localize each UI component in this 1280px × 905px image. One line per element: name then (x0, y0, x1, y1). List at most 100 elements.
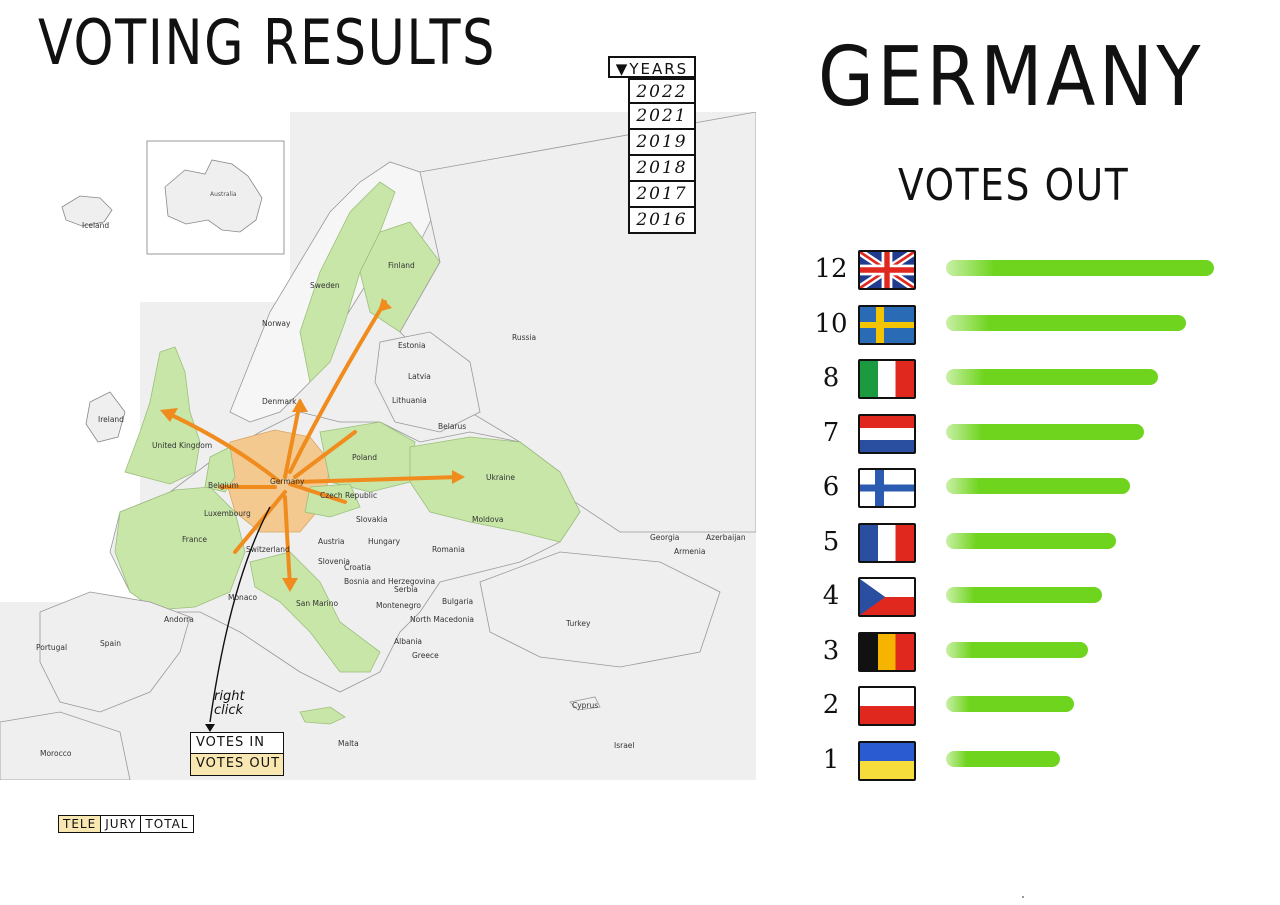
year-option[interactable]: 2022 (628, 78, 696, 104)
czech-republic-flag-icon (858, 577, 916, 617)
country-label-norway: Norway (262, 319, 291, 328)
total-button[interactable]: TOTAL (145, 817, 189, 831)
country-label-bulgaria: Bulgaria (442, 597, 473, 606)
country-label-albania: Albania (394, 637, 422, 646)
votes-context-menu[interactable]: VOTES IN VOTES OUT (190, 732, 284, 776)
country-label-montenegro: Montenegro (376, 601, 421, 610)
years-dropdown-toggle[interactable]: ▼YEARS (608, 56, 696, 78)
country-label-malta: Malta (338, 739, 359, 748)
country-label-andorra: Andorra (164, 615, 194, 624)
country-label-cyprus: Cyprus (572, 701, 598, 710)
vote-bar (946, 641, 1088, 658)
years-list: 2022 2021 2019 2018 2017 2016 (628, 78, 696, 234)
points-label: 10 (814, 308, 848, 339)
country-label-israel: Israel (614, 741, 635, 750)
votes-in-option[interactable]: VOTES IN (190, 732, 284, 754)
country-label-north-macedonia: North Macedonia (410, 615, 474, 624)
points-label: 1 (822, 744, 840, 775)
vote-bar (946, 696, 1074, 712)
stray-dot (1022, 896, 1024, 898)
points-label: 4 (822, 581, 840, 611)
arrow-heads (160, 298, 465, 592)
ranking-row[interactable]: 3 (808, 630, 1238, 676)
country-label-ukraine: Ukraine (486, 473, 515, 482)
country-label-portugal: Portugal (36, 643, 67, 652)
country-label-armenia: Armenia (674, 547, 705, 556)
france-flag-icon (858, 522, 916, 563)
vote-bar (946, 478, 1130, 494)
country-label-finland: Finland (388, 261, 415, 270)
netherlands-flag-icon (858, 413, 916, 454)
year-option[interactable]: 2018 (628, 156, 696, 182)
country-label-sweden: Sweden (310, 281, 340, 290)
vote-bar (946, 750, 1060, 767)
country-label-russia: Russia (512, 333, 536, 342)
points-label: 5 (822, 526, 840, 557)
country-label-slovakia: Slovakia (356, 515, 388, 524)
country-label-belgium: Belgium (208, 481, 239, 490)
ranking-row[interactable]: 10 (808, 303, 1238, 349)
ranking-row[interactable]: 1 (808, 739, 1238, 785)
ranking-row[interactable]: 4 (808, 575, 1238, 621)
vote-bar (946, 314, 1186, 331)
country-labels: Iceland Norway Sweden Finland Russia Estonia L… (36, 221, 746, 758)
country-label-san-marino: San Marino (296, 599, 338, 608)
ranking-row[interactable]: 6 (808, 466, 1238, 512)
years-dropdown[interactable]: ▼YEARS 2022 2021 2019 2018 2017 2016 (608, 56, 696, 234)
country-label-slovenia: Slovenia (318, 557, 350, 566)
year-option[interactable]: 2016 (628, 208, 696, 234)
country-title: GERMANY (818, 30, 1204, 125)
country-label-belarus: Belarus (438, 422, 466, 431)
country-label-estonia: Estonia (398, 341, 426, 350)
tele-button[interactable]: TELE (59, 816, 102, 832)
points-label: 2 (822, 690, 840, 720)
country-label-luxembourg: Luxembourg (204, 509, 251, 518)
belgium-flag-icon (858, 631, 916, 672)
country-label-azerbaijan: Azerbaijan (706, 533, 746, 542)
country-label-czech-republic: Czech Republic (320, 491, 377, 500)
country-label-georgia: Georgia (650, 533, 679, 542)
vote-arrows (163, 300, 462, 589)
country-label-denmark: Denmark (262, 397, 297, 406)
country-label-spain: Spain (100, 639, 121, 648)
votes-out-option[interactable]: VOTES OUT (190, 754, 284, 776)
country-label-lithuania: Lithuania (392, 396, 427, 405)
pointer-head (205, 724, 215, 732)
country-label-latvia: Latvia (408, 372, 431, 381)
vote-bar (946, 532, 1116, 549)
country-label-turkey: Turkey (565, 619, 591, 628)
year-option[interactable]: 2021 (628, 104, 696, 130)
points-label: 12 (814, 254, 848, 284)
country-label-morocco: Morocco (40, 749, 72, 758)
points-label: 3 (822, 635, 840, 666)
ranking-row[interactable]: 8 (808, 357, 1238, 403)
country-label-bosnia: Bosnia and Herzegovina (344, 577, 435, 586)
country-label-moldova: Moldova (472, 515, 504, 524)
country-label-romania: Romania (432, 545, 465, 554)
country-label-united-kingdom: United Kingdom (152, 441, 212, 450)
vote-type-toggle[interactable]: TELE JURY TOTAL (58, 815, 194, 833)
country-label-austria: Austria (318, 537, 345, 546)
ukraine-flag-icon (858, 740, 916, 781)
country-label-iceland: Iceland (82, 221, 109, 230)
finland-flag-icon (858, 468, 916, 508)
country-label-poland: Poland (352, 453, 377, 462)
year-option[interactable]: 2019 (628, 130, 696, 156)
pointer-line (209, 506, 271, 723)
right-click-hint: right click (214, 689, 245, 718)
ranking-row[interactable]: 12 (808, 248, 1238, 294)
points-label: 8 (822, 363, 840, 393)
vote-bar (946, 587, 1102, 603)
points-label: 6 (822, 472, 840, 502)
united-kingdom-flag-icon (858, 250, 916, 290)
year-option[interactable]: 2017 (628, 182, 696, 208)
country-label-greece: Greece (412, 651, 439, 660)
jury-button[interactable]: JURY (101, 816, 142, 832)
ranking-row[interactable]: 2 (808, 684, 1238, 730)
country-label-serbia: Serbia (394, 585, 418, 594)
poland-flag-icon (858, 686, 916, 726)
country-label-germany: Germany (270, 477, 305, 486)
country-label-france: France (182, 535, 207, 544)
ranking-row[interactable]: 7 (808, 412, 1238, 458)
ranking-row[interactable]: 5 (808, 521, 1238, 567)
